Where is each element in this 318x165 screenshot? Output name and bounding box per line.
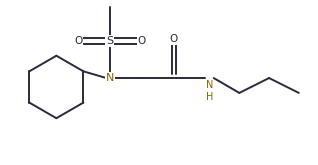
Text: N
H: N H [206, 80, 213, 102]
Text: O: O [170, 34, 178, 44]
Text: O: O [138, 36, 146, 46]
Text: O: O [74, 36, 82, 46]
Text: S: S [106, 36, 114, 46]
Text: N: N [106, 73, 114, 83]
